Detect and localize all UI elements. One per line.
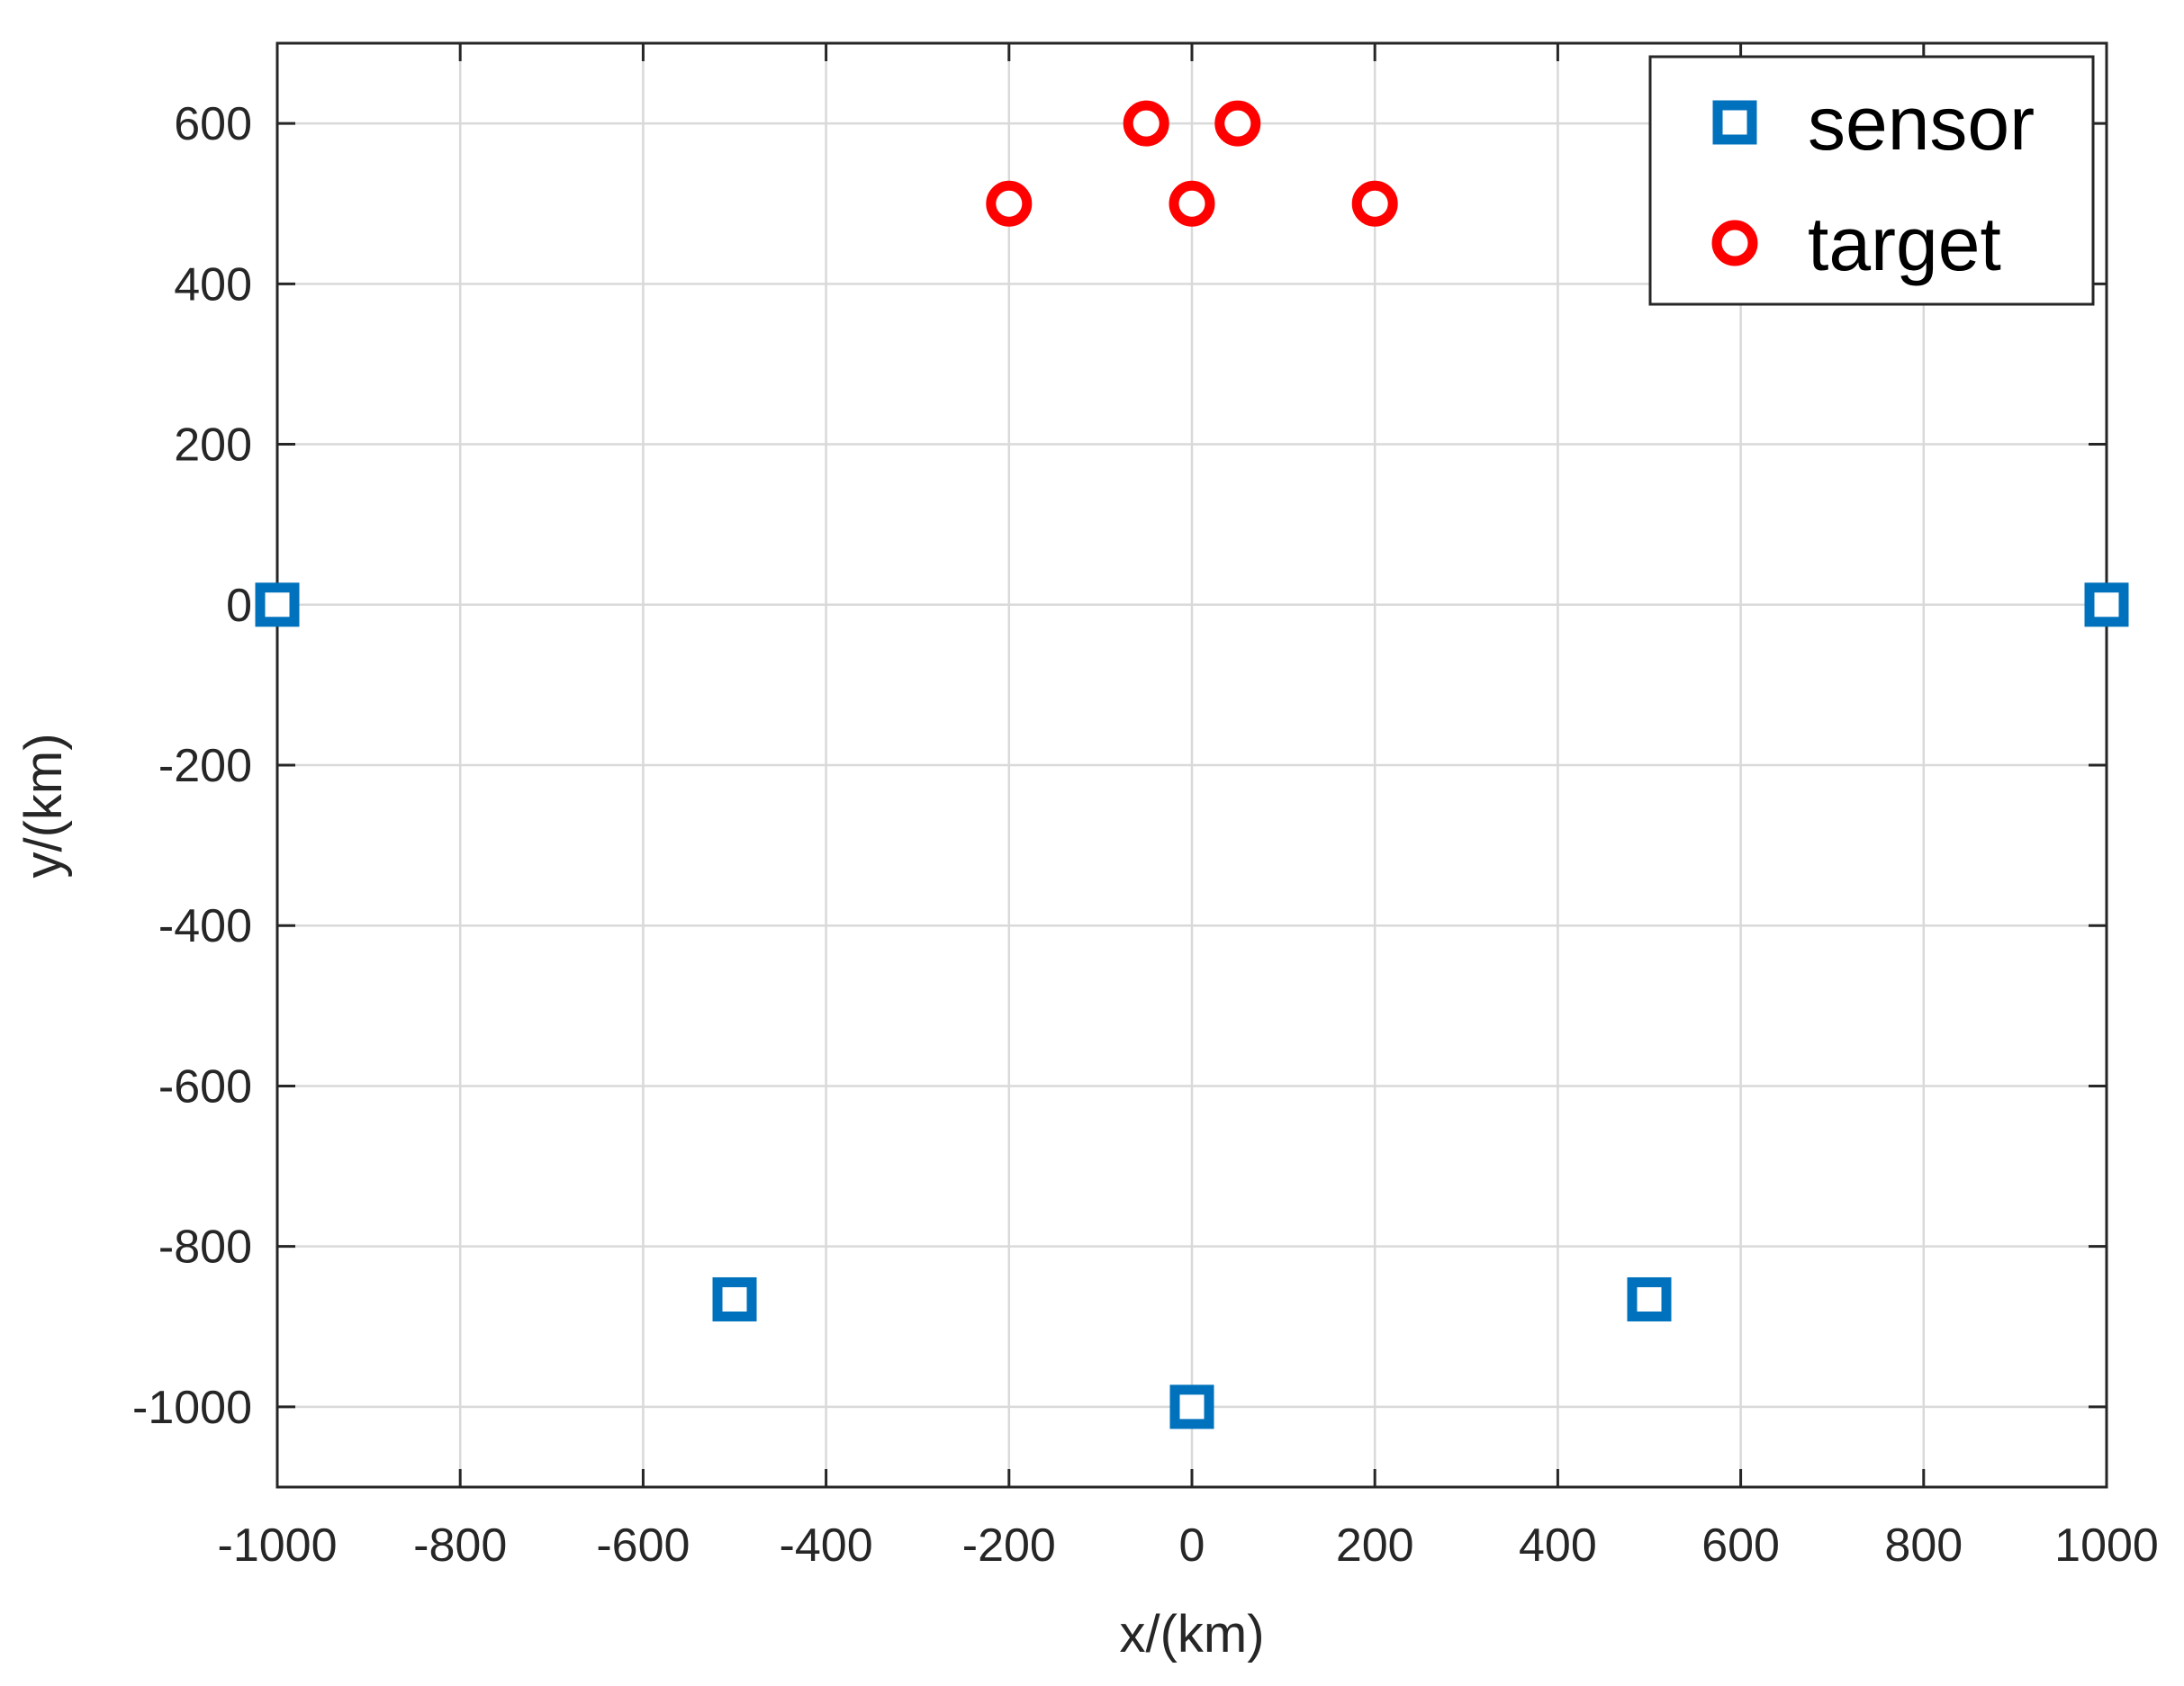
x-tick-label: 1000 (2054, 1519, 2159, 1572)
y-tick-label: -400 (158, 900, 252, 952)
axis-ticks (275, 43, 2108, 1487)
sensor-point (255, 582, 300, 627)
legend-target-label: target (1808, 202, 2001, 286)
x-axis-label: x/(km) (1119, 1605, 1264, 1663)
legend-sensor-marker (1712, 100, 1757, 145)
sensor-point (2084, 582, 2129, 627)
x-tick-label: 0 (1179, 1519, 1205, 1572)
target-point (1123, 100, 1169, 147)
target-point (986, 180, 1033, 227)
y-axis-label: y/(km) (14, 733, 73, 878)
legend-target-marker (1711, 220, 1758, 266)
x-tick-label: -200 (962, 1519, 1056, 1572)
legend-sensor-label: sensor (1808, 81, 2035, 166)
x-tick-label: -400 (780, 1519, 873, 1572)
y-tick-label: 0 (226, 580, 252, 632)
data-markers (255, 100, 2129, 1429)
x-tick-label: 200 (1336, 1519, 1414, 1572)
y-tick-label: 400 (174, 258, 252, 311)
legend: sensor target (1648, 55, 2095, 306)
y-tick-label: -800 (158, 1222, 252, 1274)
y-tick-label: 600 (174, 98, 252, 150)
x-tick-label: -800 (413, 1519, 507, 1572)
x-tick-labels: -1000 -800 -600 -400 -200 0 200 400 600 800 1000 (218, 1519, 2159, 1572)
x-tick-label: -1000 (218, 1519, 338, 1572)
target-point (1169, 180, 1215, 227)
x-tick-label: 400 (1519, 1519, 1597, 1572)
y-tick-labels: -1000 -800 -600 -400 -200 0 200 400 600 (132, 98, 252, 1434)
target-point (1214, 100, 1261, 147)
y-tick-label: -600 (158, 1060, 252, 1113)
y-tick-label: -200 (158, 740, 252, 792)
sensor-point (1627, 1276, 1672, 1321)
y-tick-label: 200 (174, 419, 252, 472)
legend-sensor-square (1712, 100, 1757, 145)
target-point (1351, 180, 1398, 227)
sensor-point (1169, 1384, 1214, 1429)
sensor-point (712, 1276, 757, 1321)
y-tick-label: -1000 (132, 1382, 252, 1434)
legend-target-circle (1711, 220, 1758, 266)
x-tick-label: -600 (596, 1519, 690, 1572)
x-tick-label: 600 (1701, 1519, 1780, 1572)
x-tick-label: 800 (1884, 1519, 1963, 1572)
